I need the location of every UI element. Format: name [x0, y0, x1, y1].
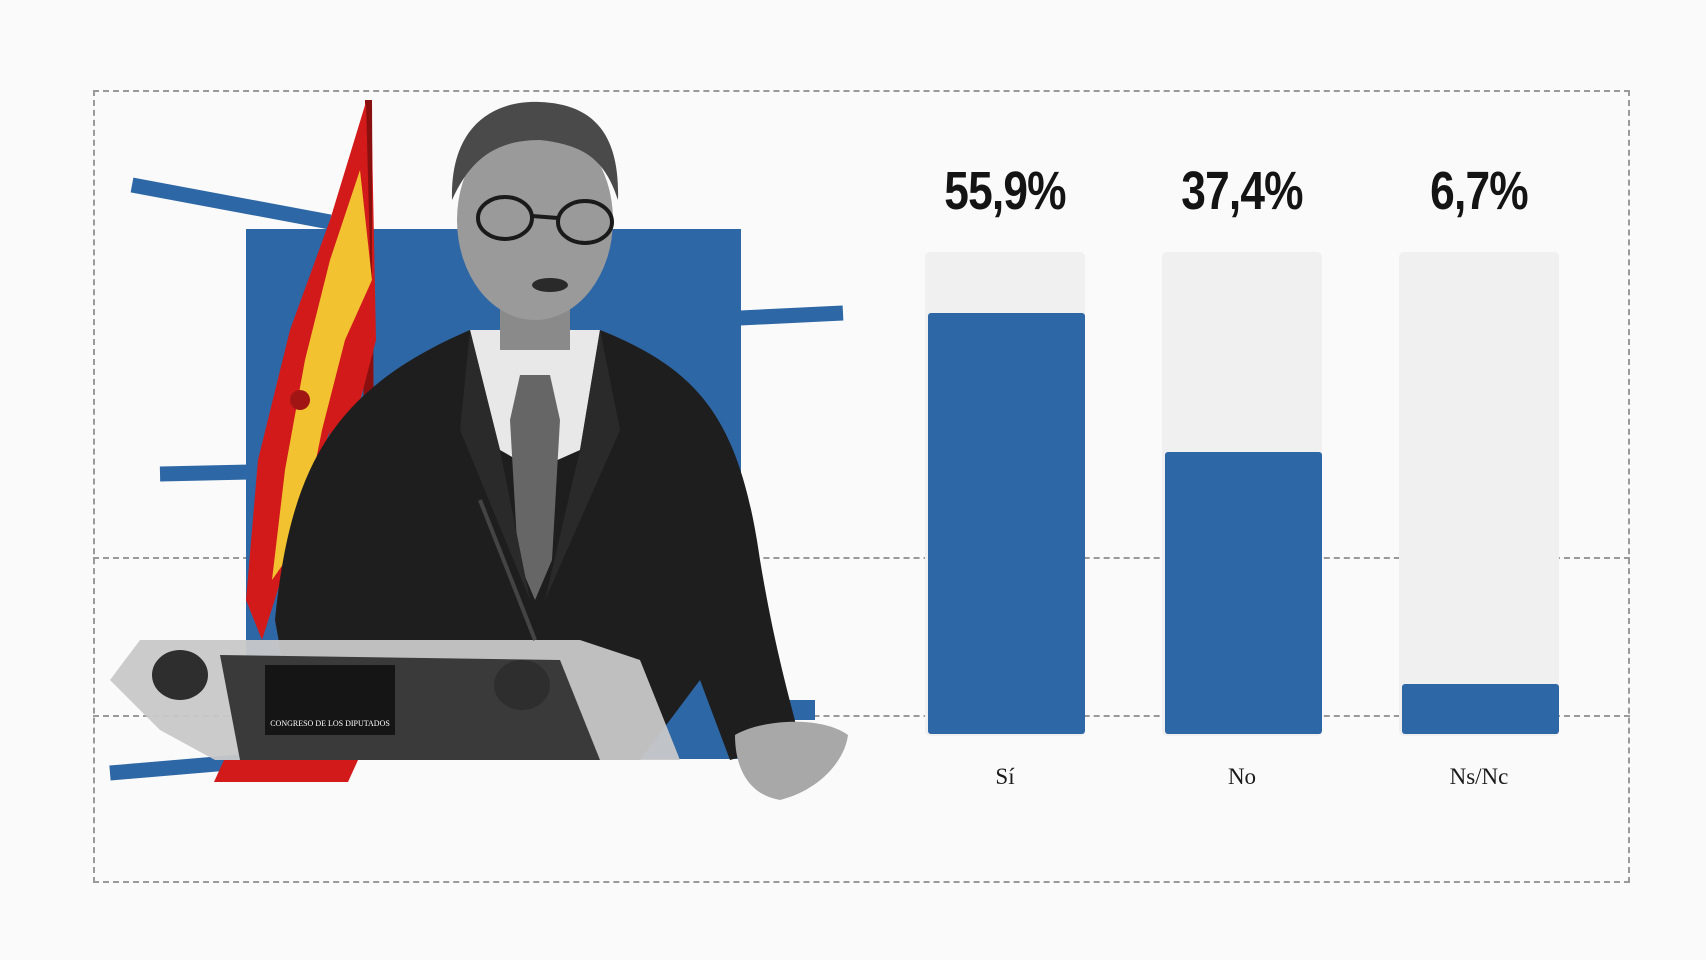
blue-stroke [109, 754, 241, 781]
chart-frame [93, 90, 1630, 883]
blue-stroke [739, 305, 844, 326]
value-label: 55,9% [944, 161, 1066, 221]
bar-track [1162, 252, 1322, 736]
category-label: No [1227, 764, 1257, 789]
bar-track [925, 252, 1085, 736]
value-label: 37,4% [1181, 161, 1303, 221]
glasses-icon [476, 195, 614, 245]
blue-stroke [159, 464, 251, 482]
dashed-guide-line [93, 557, 1630, 559]
podium-text: CONGRESO DE LOS DIPUTADOS [270, 719, 390, 728]
bar [928, 313, 1085, 734]
podium [110, 499, 680, 760]
bar [1165, 452, 1322, 734]
mouth [532, 278, 568, 292]
lapel [545, 330, 620, 600]
hair [451, 101, 619, 200]
red-stroke [214, 760, 358, 782]
blue-stroke [130, 177, 332, 230]
politician-illustration: CONGRESO DE LOS DIPUTADOS [109, 100, 848, 800]
value-label: 6,7% [1430, 161, 1528, 221]
category-label: Sí [995, 764, 1015, 789]
dashed-guide-line [93, 715, 1630, 717]
tie [510, 375, 560, 600]
head [457, 120, 613, 320]
bar-track [1399, 252, 1559, 736]
lapel [460, 330, 530, 600]
category-label: Ns/Nc [1449, 764, 1509, 789]
bar [1402, 684, 1559, 734]
hand [735, 721, 848, 800]
